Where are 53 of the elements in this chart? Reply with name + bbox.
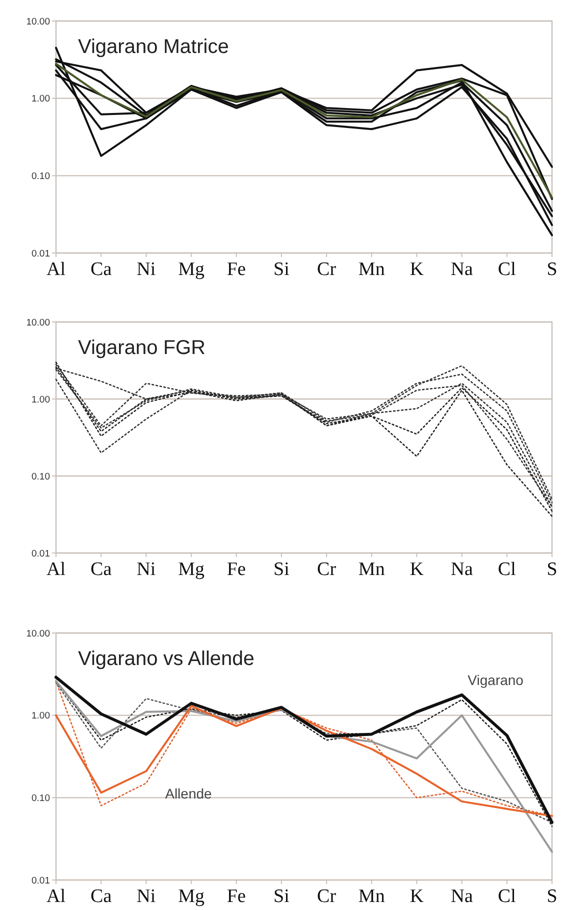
x-tick-label: Si [274,559,290,580]
y-tick-label: 10.00 [26,16,50,28]
x-tick-label: Ni [136,886,156,907]
x-tick-label: Fe [226,259,246,280]
x-tick-label: Al [46,886,66,907]
x-tick-label: Cr [317,259,337,280]
text: Vigarano Matrice [78,36,229,58]
y-tick-label: 0.01 [32,548,50,560]
y-tick-label: 0.10 [32,170,50,182]
x-tick-label: Al [46,559,66,580]
x-tick-label: Na [450,559,474,580]
x-tick-label: Mg [178,559,205,580]
x-tick-label: Ca [90,886,112,907]
x-tick-label: Cr [317,886,337,907]
x-tick-label: Cl [498,259,516,280]
x-tick-label: S [546,886,558,907]
y-tick-label: 10.00 [26,317,50,328]
x-tick-label: K [410,259,424,280]
y-tick-label: 0.10 [32,471,50,482]
x-tick-label: Na [450,259,474,280]
y-tick-label: 10.00 [26,628,50,640]
y-tick-label: 1.00 [32,94,50,105]
x-tick-label: Ca [90,259,112,280]
y-tick-label: 1.00 [32,394,50,406]
x-tick-label: Ca [90,559,112,580]
x-tick-label: Mn [358,559,386,580]
x-tick-label: Si [274,259,290,280]
y-tick-label: 0.10 [32,792,50,804]
x-tick-label: Al [46,259,66,280]
text: Vigarano vs Allende [78,648,254,670]
x-tick-label: Mg [178,259,205,280]
y-tick-label: 0.01 [32,875,50,886]
x-tick-label: K [410,559,424,580]
x-tick-label: Na [450,886,474,907]
x-tick-label: Ni [136,259,156,280]
x-tick-label: Mn [358,886,386,907]
x-tick-label: Fe [226,559,246,580]
annotation: Vigarano [468,672,524,688]
x-tick-label: Mn [358,259,386,280]
y-tick-label: 1.00 [32,710,50,722]
x-tick-label: Cr [317,559,337,580]
text: Vigarano FGR [78,337,206,359]
x-tick-label: Cl [498,886,516,907]
x-tick-label: Si [274,886,290,907]
annotation: Allende [165,785,212,802]
x-tick-label: Cl [498,559,516,580]
x-tick-label: Ni [136,559,156,580]
x-tick-label: Fe [226,886,246,907]
x-tick-label: K [410,886,424,907]
y-tick-label: 0.01 [32,248,50,260]
x-tick-label: Mg [178,886,205,907]
x-tick-label: S [546,559,558,580]
x-tick-label: S [546,259,558,280]
